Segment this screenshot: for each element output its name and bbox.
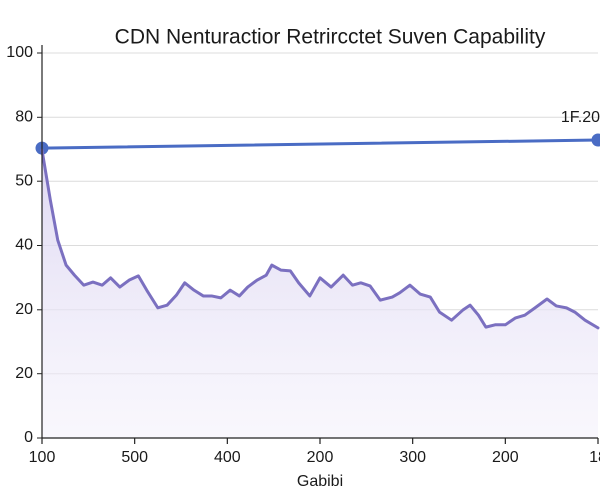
line: [40, 148, 600, 330]
line: [40, 138, 600, 150]
y-tick-label: 20: [15, 365, 33, 382]
x-tick-label: 300: [399, 449, 426, 466]
marker: [591, 133, 600, 147]
y-tick-label: 100: [6, 44, 33, 61]
y-tick-label: 40: [15, 237, 33, 254]
x-tick-label: 200: [307, 449, 334, 466]
area: [42, 150, 598, 438]
y-tick-label: 80: [15, 109, 33, 126]
y-tick-label: 20: [15, 301, 33, 318]
annotation: 1F.20: [561, 109, 600, 126]
y-tick-label: 0: [24, 429, 33, 446]
x-tick-label: 100: [29, 449, 56, 466]
x-tick-label: 200: [492, 449, 519, 466]
chart-title: CDN Nenturactior Retrircctet Suven Capab…: [115, 26, 546, 49]
axes: 0 20 20 40 50 80 100 100 500 400 200 300 200 18: [6, 44, 600, 466]
y-tick-label: 50: [15, 172, 33, 189]
plot-area: [35, 133, 600, 438]
x-tick-label: 500: [121, 449, 148, 466]
x-tick-label: 400: [214, 449, 241, 466]
x-tick-label: 18: [589, 449, 600, 466]
x-axis-label: Gabibi: [297, 473, 343, 490]
